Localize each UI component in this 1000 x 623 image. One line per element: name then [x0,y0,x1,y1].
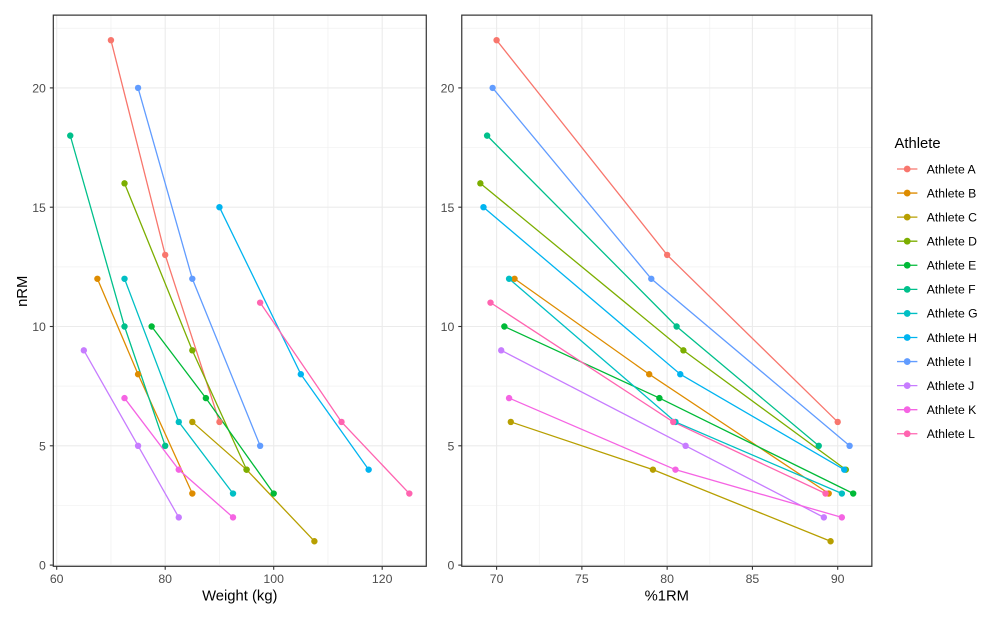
svg-text:100: 100 [263,572,284,586]
svg-text:90: 90 [831,572,845,586]
svg-text:15: 15 [441,201,455,215]
svg-text:10: 10 [441,320,455,334]
svg-text:Athlete D: Athlete D [927,235,977,249]
svg-text:85: 85 [746,572,760,586]
svg-text:%1RM: %1RM [645,588,689,604]
svg-text:Athlete C: Athlete C [927,210,977,224]
svg-text:20: 20 [32,82,46,96]
svg-text:Weight (kg): Weight (kg) [202,588,277,604]
svg-text:120: 120 [372,572,393,586]
svg-text:60: 60 [50,572,64,586]
svg-text:Athlete B: Athlete B [927,186,976,200]
svg-text:nRM: nRM [15,276,31,307]
svg-text:10: 10 [32,320,46,334]
svg-text:Athlete A: Athlete A [927,162,977,176]
svg-text:70: 70 [490,572,504,586]
svg-text:80: 80 [158,572,172,586]
svg-text:Athlete K: Athlete K [927,403,976,417]
svg-text:Athlete F: Athlete F [927,283,976,297]
svg-text:80: 80 [660,572,674,586]
svg-text:75: 75 [575,572,589,586]
svg-text:5: 5 [39,439,46,453]
svg-text:Athlete I: Athlete I [927,355,972,369]
svg-text:0: 0 [39,559,46,573]
svg-text:Athlete L: Athlete L [927,427,975,441]
svg-text:Athlete H: Athlete H [927,331,977,345]
svg-text:Athlete J: Athlete J [927,379,974,393]
svg-text:Athlete E: Athlete E [927,259,976,273]
svg-text:Athlete G: Athlete G [927,307,978,321]
svg-text:20: 20 [441,82,455,96]
svg-text:Athlete: Athlete [895,136,941,152]
svg-text:5: 5 [447,439,454,453]
svg-text:0: 0 [447,559,454,573]
svg-text:15: 15 [32,201,46,215]
